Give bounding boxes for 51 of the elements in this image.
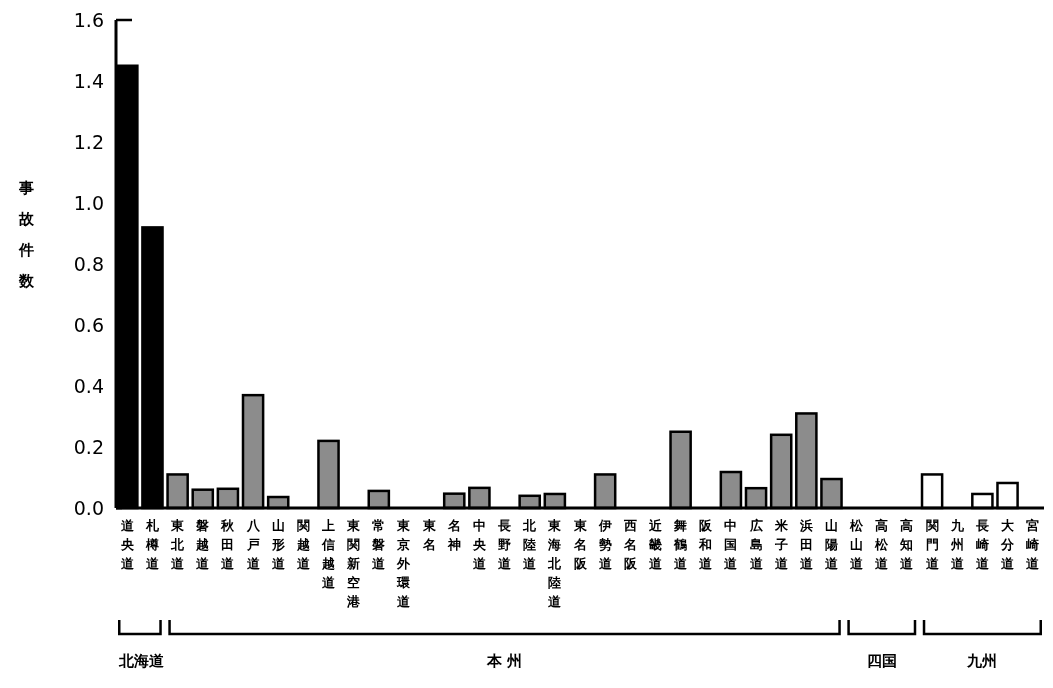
x-tick-label: 伊勢道 bbox=[597, 518, 613, 571]
x-tick-label: 関越道 bbox=[295, 518, 311, 571]
text: 北海道 bbox=[118, 652, 166, 670]
x-tick-label: 西名阪 bbox=[622, 518, 638, 571]
y-tick-label: 0.0 bbox=[73, 496, 104, 519]
x-tick-label: 上信越道 bbox=[321, 518, 337, 590]
x-tick-label: 大分道 bbox=[1000, 518, 1016, 571]
x-tick-label: 秋田道 bbox=[220, 518, 236, 571]
x-tick-label: 近畿道 bbox=[647, 518, 663, 571]
y-tick-label: 1.0 bbox=[73, 191, 104, 214]
x-tick-label: 宮崎道 bbox=[1025, 518, 1041, 571]
y-tick-label: 0.6 bbox=[73, 313, 104, 336]
x-tick-label: 磐越道 bbox=[195, 518, 211, 571]
x-tick-label: 広島道 bbox=[748, 518, 764, 571]
x-tick-label: 名神 bbox=[446, 518, 461, 552]
x-tick-label: 中央道 bbox=[471, 518, 487, 571]
x-tick-label: 長崎道 bbox=[974, 518, 990, 571]
x-tick-label: 阪和道 bbox=[698, 518, 714, 571]
x-tick-label: 高知道 bbox=[899, 518, 915, 571]
x-tick-label: 舞鶴道 bbox=[673, 518, 689, 571]
x-tick-label: 松山道 bbox=[849, 518, 865, 571]
x-tick-label: 札樽道 bbox=[144, 518, 160, 571]
x-tick-label: 東関新空港 bbox=[346, 518, 362, 609]
x-tick-label: 東名 bbox=[421, 518, 437, 552]
y-tick-label: 1.4 bbox=[73, 69, 104, 92]
y-tick-label: 1.2 bbox=[73, 130, 104, 153]
x-tick-label: 道央道 bbox=[119, 518, 135, 571]
x-tick-label: 中国道 bbox=[723, 518, 739, 571]
text: 九州 bbox=[966, 652, 998, 670]
y-tick-label: 0.2 bbox=[73, 435, 104, 458]
x-tick-label: 東北道 bbox=[170, 518, 186, 571]
y-tick-label: 1.6 bbox=[73, 8, 104, 31]
x-tick-label: 東名阪 bbox=[572, 518, 588, 571]
x-tick-label: 山陽道 bbox=[823, 518, 839, 571]
x-tick-label: 山形道 bbox=[270, 518, 286, 571]
x-tick-label: 東京外環道 bbox=[396, 518, 412, 609]
x-tick-label: 長野道 bbox=[497, 518, 513, 571]
text: 本 州 bbox=[485, 652, 523, 670]
x-tick-label: 八戸道 bbox=[245, 518, 261, 571]
x-tick-label: 高松道 bbox=[874, 518, 890, 571]
y-axis-title: 事故件数 bbox=[17, 179, 35, 290]
y-tick-label: 0.4 bbox=[73, 374, 104, 397]
x-tick-label: 北陸道 bbox=[522, 518, 538, 571]
x-tick-label: 九州道 bbox=[949, 518, 965, 571]
y-tick-label: 0.8 bbox=[73, 252, 104, 275]
x-tick-label: 米子道 bbox=[773, 518, 789, 571]
x-tick-label: 関門道 bbox=[924, 518, 940, 571]
x-tick-label: 東海北陸道 bbox=[547, 518, 563, 609]
x-tick-label: 常磐道 bbox=[371, 518, 387, 571]
text: 四国 bbox=[866, 652, 897, 670]
x-tick-label: 浜田道 bbox=[798, 518, 814, 571]
